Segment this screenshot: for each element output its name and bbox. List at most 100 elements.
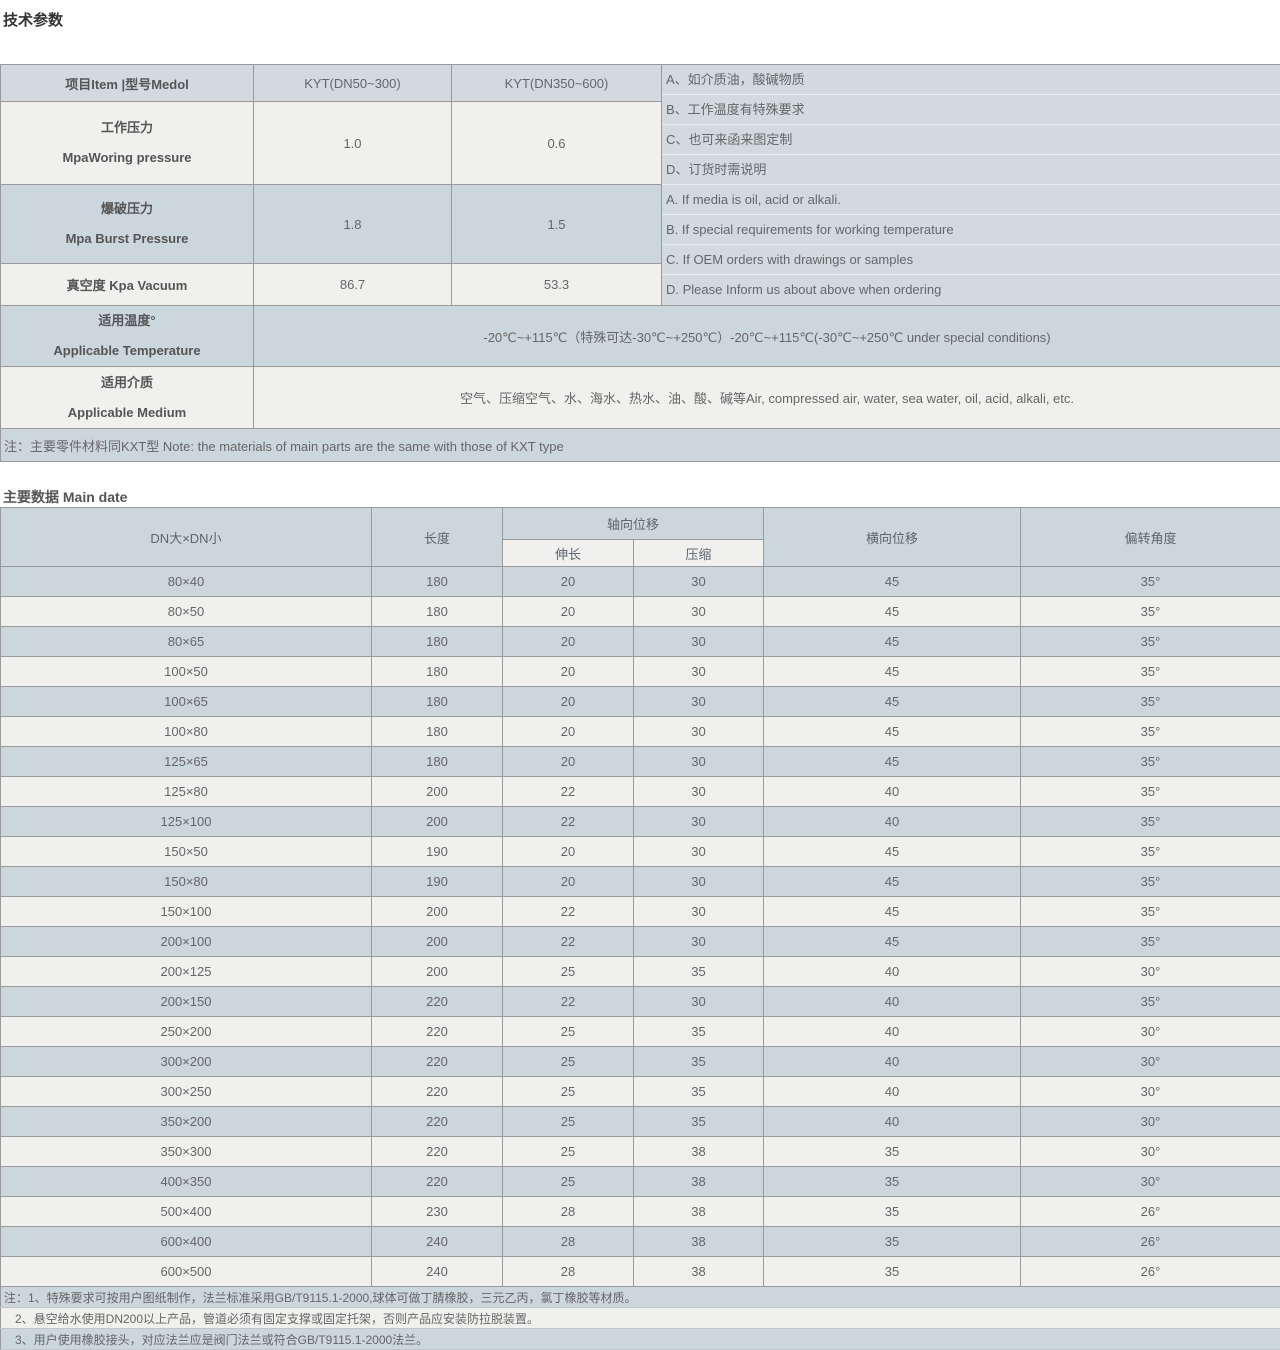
table-cell: 35° [1021,897,1280,927]
table-cell: 25 [503,957,634,987]
table-cell: 45 [764,687,1021,717]
table-cell: 38 [634,1197,764,1227]
table-cell: 200 [372,807,503,837]
table-cell: 30 [634,687,764,717]
table-cell: 45 [764,927,1021,957]
ordering-note-line: A、如介质油，酸碱物质 [662,65,1280,95]
table-cell: 40 [764,1017,1021,1047]
footnote-text: 注：1、特殊要求可按用户图纸制作，法兰标准采用GB/T9115.1-2000,球… [1,1287,1280,1308]
table-cell: 250×200 [1,1017,372,1047]
table-cell: 100×50 [1,657,372,687]
table-cell: 220 [372,1047,503,1077]
header-deflection-angle: 偏转角度 [1021,508,1280,567]
table-header-row: 项目Item |型号Medol KYT(DN50~300) KYT(DN350~… [1,65,1280,102]
table-cell: 25 [503,1077,634,1107]
tech-params-table: 项目Item |型号Medol KYT(DN50~300) KYT(DN350~… [0,64,1280,462]
materials-note: 注：主要零件材料同KXT型 Note: the materials of mai… [1,429,1280,462]
table-cell: 40 [764,807,1021,837]
ordering-note-line: B、工作温度有特殊要求 [662,95,1280,125]
table-cell: 180 [372,717,503,747]
table-cell: 30 [634,807,764,837]
applicable-temperature-value: -20℃~+115℃（特殊可达-30℃~+250℃）-20℃~+115℃(-30… [254,306,1280,367]
table-cell: 220 [372,1077,503,1107]
table-cell: 20 [503,567,634,597]
working-pressure-value-2: 0.6 [452,102,662,185]
table-cell: 45 [764,657,1021,687]
table-cell: 100×65 [1,687,372,717]
table-cell: 35 [764,1227,1021,1257]
footnote-row: 3、用户使用橡胶接头，对应法兰应是阀门法兰或符合GB/T9115.1-2000法… [1,1329,1280,1350]
table-cell: 125×65 [1,747,372,777]
table-cell: 30 [634,837,764,867]
table-cell: 20 [503,597,634,627]
table-cell: 80×40 [1,567,372,597]
table-cell: 190 [372,867,503,897]
table-cell: 38 [634,1227,764,1257]
ordering-note-line: A. If media is oil, acid or alkali. [662,185,1280,215]
ordering-note-line: C. If OEM orders with drawings or sample… [662,245,1280,275]
table-cell: 38 [634,1137,764,1167]
table-row: 适用介质 Applicable Medium 空气、压缩空气、水、海水、热水、油… [1,367,1280,429]
table-cell: 38 [634,1167,764,1197]
vacuum-value-2: 53.3 [452,263,662,305]
table-cell: 220 [372,1107,503,1137]
table-cell: 20 [503,747,634,777]
table-cell: 35 [634,1047,764,1077]
table-cell: 600×500 [1,1257,372,1287]
vacuum-value-1: 86.7 [254,263,452,305]
burst-pressure-label: 爆破压力 Mpa Burst Pressure [1,185,254,263]
table-cell: 150×50 [1,837,372,867]
table-cell: 30° [1021,1077,1280,1107]
table-cell: 40 [764,1107,1021,1137]
table-cell: 300×250 [1,1077,372,1107]
table-cell: 180 [372,597,503,627]
table-cell: 25 [503,1107,634,1137]
table-cell: 30° [1021,1167,1280,1197]
working-pressure-value-1: 1.0 [254,102,452,185]
table-cell: 30 [634,627,764,657]
table-cell: 20 [503,627,634,657]
table-cell: 35° [1021,837,1280,867]
table-cell: 25 [503,1047,634,1077]
table-cell: 22 [503,807,634,837]
table-cell: 30 [634,897,764,927]
header-dn: DN大×DN小 [1,508,372,567]
table-cell: 500×400 [1,1197,372,1227]
table-cell: 25 [503,1017,634,1047]
table-cell: 200 [372,897,503,927]
table-cell: 180 [372,657,503,687]
table-cell: 20 [503,837,634,867]
table-cell: 30° [1021,957,1280,987]
table-cell: 180 [372,627,503,657]
table-cell: 30° [1021,1047,1280,1077]
table-cell: 22 [503,777,634,807]
table-cell: 35° [1021,597,1280,627]
table-cell: 40 [764,957,1021,987]
applicable-medium-value: 空气、压缩空气、水、海水、热水、油、酸、碱等Air, compressed ai… [254,367,1280,429]
table-cell: 200 [372,927,503,957]
table-cell: 150×100 [1,897,372,927]
table-cell: 240 [372,1257,503,1287]
table-cell: 40 [764,1047,1021,1077]
table-cell: 125×100 [1,807,372,837]
header-model-1: KYT(DN50~300) [254,65,452,102]
header-compress: 压缩 [634,540,764,567]
footnote-text: 3、用户使用橡胶接头，对应法兰应是阀门法兰或符合GB/T9115.1-2000法… [1,1329,1280,1350]
header-item-model: 项目Item |型号Medol [1,65,254,102]
table-cell: 35° [1021,867,1280,897]
table-cell: 45 [764,867,1021,897]
table-cell: 35° [1021,987,1280,1017]
